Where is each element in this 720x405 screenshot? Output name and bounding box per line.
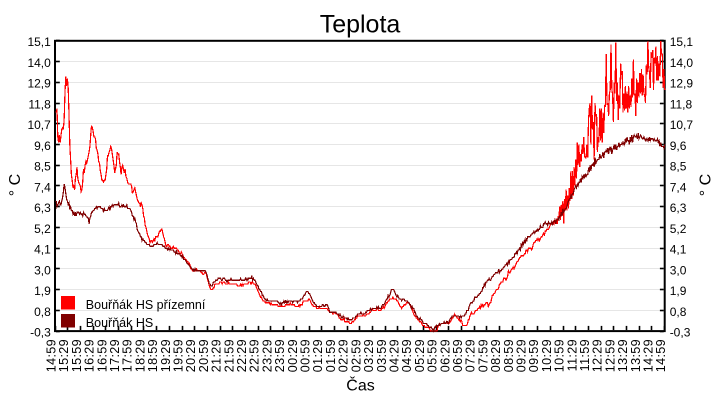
svg-text:14,0: 14,0 (27, 56, 51, 70)
svg-text:17:59: 17:59 (121, 339, 135, 372)
svg-text:15:59: 15:59 (70, 339, 84, 372)
svg-text:01:29: 01:29 (311, 339, 325, 372)
svg-text:04:59: 04:59 (400, 339, 414, 372)
svg-text:07:29: 07:29 (464, 339, 478, 372)
svg-text:22:29: 22:29 (235, 339, 249, 372)
svg-text:08:29: 08:29 (489, 339, 503, 372)
svg-text:4,1: 4,1 (670, 243, 687, 257)
svg-text:8,5: 8,5 (670, 160, 687, 174)
svg-text:15:29: 15:29 (57, 339, 71, 372)
svg-text:03:29: 03:29 (362, 339, 376, 372)
svg-text:02:59: 02:59 (349, 339, 363, 372)
svg-text:1,9: 1,9 (670, 284, 687, 298)
svg-text:0,8: 0,8 (34, 305, 51, 319)
svg-text:12,9: 12,9 (27, 77, 51, 91)
svg-text:13:29: 13:29 (616, 339, 630, 372)
svg-text:21:59: 21:59 (222, 339, 236, 372)
svg-text:4,1: 4,1 (34, 243, 51, 257)
svg-text:06:29: 06:29 (438, 339, 452, 372)
svg-text:Čas: Čas (346, 376, 374, 395)
svg-text:20:59: 20:59 (197, 339, 211, 372)
svg-text:19:59: 19:59 (172, 339, 186, 372)
svg-text:10,7: 10,7 (670, 118, 694, 132)
svg-text:15,1: 15,1 (670, 35, 694, 49)
svg-text:Bouřňák HS: Bouřňák HS (86, 316, 153, 330)
svg-text:06:59: 06:59 (451, 339, 465, 372)
svg-text:02:29: 02:29 (337, 339, 351, 372)
svg-text:13:59: 13:59 (629, 339, 643, 372)
svg-text:5,2: 5,2 (670, 222, 687, 236)
svg-text:° C: ° C (697, 174, 714, 196)
svg-text:6,3: 6,3 (670, 201, 687, 215)
svg-text:01:59: 01:59 (324, 339, 338, 372)
svg-text:12:59: 12:59 (603, 339, 617, 372)
svg-text:23:29: 23:29 (260, 339, 274, 372)
svg-text:00:59: 00:59 (299, 339, 313, 372)
svg-text:05:29: 05:29 (413, 339, 427, 372)
svg-text:09:59: 09:59 (527, 339, 541, 372)
svg-text:10:29: 10:29 (540, 339, 554, 372)
svg-text:14:29: 14:29 (642, 339, 656, 372)
svg-text:11,8: 11,8 (28, 97, 51, 111)
svg-text:16:29: 16:29 (83, 339, 97, 372)
svg-text:-0,3: -0,3 (30, 326, 51, 340)
svg-text:9,6: 9,6 (34, 139, 51, 153)
svg-text:03:59: 03:59 (375, 339, 389, 372)
svg-text:5,2: 5,2 (34, 222, 51, 236)
svg-text:Bouřňák HS přízemní: Bouřňák HS přízemní (86, 298, 206, 312)
svg-text:07:59: 07:59 (476, 339, 490, 372)
svg-text:10:59: 10:59 (553, 339, 567, 372)
svg-text:19:29: 19:29 (159, 339, 173, 372)
svg-text:7,4: 7,4 (670, 180, 687, 194)
svg-text:1,9: 1,9 (34, 284, 51, 298)
svg-text:00:29: 00:29 (286, 339, 300, 372)
svg-text:0,8: 0,8 (670, 305, 687, 319)
svg-text:Teplota: Teplota (320, 11, 401, 39)
svg-text:11:29: 11:29 (565, 339, 579, 371)
svg-text:23:59: 23:59 (273, 339, 287, 372)
svg-text:21:29: 21:29 (210, 339, 224, 372)
svg-text:3,0: 3,0 (34, 263, 51, 277)
svg-text:10,7: 10,7 (27, 118, 51, 132)
svg-text:09:29: 09:29 (514, 339, 528, 372)
svg-text:18:59: 18:59 (146, 339, 160, 372)
svg-text:° C: ° C (7, 174, 24, 196)
svg-text:08:59: 08:59 (502, 339, 516, 372)
svg-text:7,4: 7,4 (34, 180, 51, 194)
svg-text:04:29: 04:29 (387, 339, 401, 372)
svg-text:14,0: 14,0 (670, 56, 694, 70)
svg-text:3,0: 3,0 (670, 263, 687, 277)
svg-text:11:59: 11:59 (578, 339, 592, 371)
svg-text:14:59: 14:59 (45, 339, 59, 372)
svg-text:18:29: 18:29 (133, 339, 147, 372)
svg-text:20:29: 20:29 (184, 339, 198, 372)
svg-text:9,6: 9,6 (670, 139, 687, 153)
svg-text:17:29: 17:29 (108, 339, 122, 372)
svg-text:11,8: 11,8 (670, 97, 693, 111)
svg-text:22:59: 22:59 (248, 339, 262, 372)
svg-text:15,1: 15,1 (27, 35, 51, 49)
svg-text:12:29: 12:29 (591, 339, 605, 372)
svg-text:12,9: 12,9 (670, 77, 694, 91)
svg-text:6,3: 6,3 (34, 201, 51, 215)
svg-text:14:59: 14:59 (654, 339, 668, 372)
svg-text:8,5: 8,5 (34, 160, 51, 174)
svg-text:16:59: 16:59 (95, 339, 109, 372)
svg-text:-0,3: -0,3 (670, 326, 691, 340)
svg-text:05:59: 05:59 (426, 339, 440, 372)
